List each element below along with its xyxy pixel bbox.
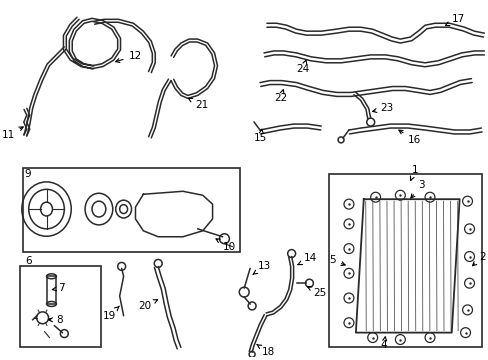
Text: 10: 10 — [216, 239, 235, 252]
Text: 16: 16 — [398, 130, 421, 145]
Text: 13: 13 — [252, 261, 271, 274]
Text: 9: 9 — [25, 170, 31, 180]
Text: 25: 25 — [307, 287, 326, 298]
Text: 7: 7 — [52, 283, 65, 293]
Text: 22: 22 — [273, 90, 286, 103]
Text: 20: 20 — [138, 300, 157, 311]
Bar — [46, 276, 56, 304]
Bar — [20, 266, 101, 347]
Text: 6: 6 — [25, 256, 31, 266]
Text: 21: 21 — [188, 98, 207, 110]
Text: 19: 19 — [102, 306, 119, 321]
Text: 24: 24 — [296, 60, 309, 74]
Text: 12: 12 — [115, 51, 142, 62]
Text: 11: 11 — [1, 127, 23, 140]
Bar — [328, 175, 481, 347]
Text: 15: 15 — [254, 129, 267, 143]
Text: 18: 18 — [256, 345, 275, 357]
Bar — [23, 167, 240, 252]
Text: 2: 2 — [471, 252, 485, 266]
Text: 8: 8 — [48, 315, 63, 325]
Text: 14: 14 — [297, 253, 316, 265]
Text: 4: 4 — [380, 337, 386, 351]
Text: 5: 5 — [329, 256, 345, 265]
Text: 3: 3 — [410, 180, 424, 198]
Text: 23: 23 — [372, 103, 393, 113]
Text: 17: 17 — [445, 14, 464, 26]
Text: 1: 1 — [409, 165, 418, 180]
